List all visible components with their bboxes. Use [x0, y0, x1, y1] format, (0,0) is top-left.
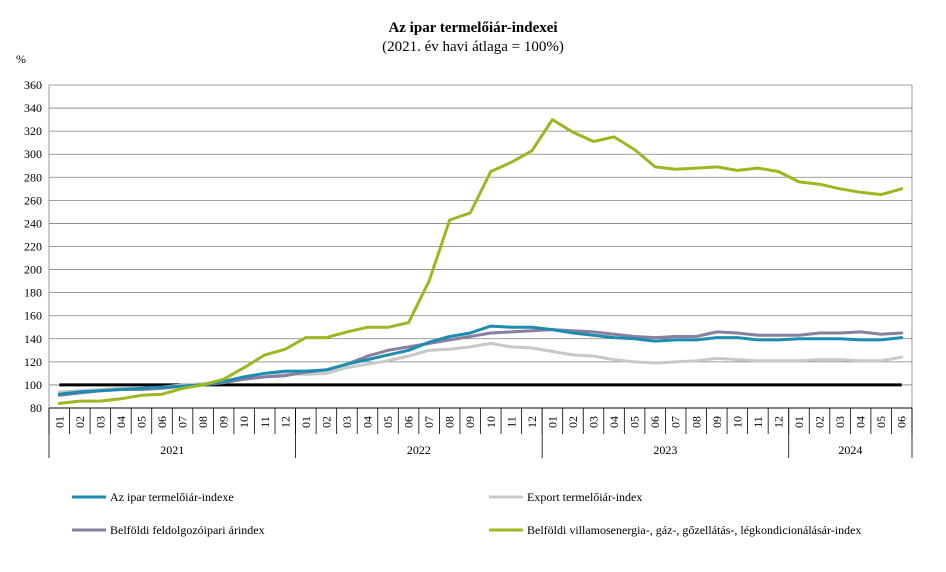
x-tick-label-month: 04: [854, 416, 868, 428]
x-tick-label-month: 05: [134, 416, 148, 428]
x-tick-label-month: 06: [402, 416, 416, 428]
y-tick-label-280: 280: [24, 170, 42, 184]
x-tick-label-month: 12: [278, 416, 292, 428]
x-tick-label-year: 2024: [838, 443, 862, 457]
x-tick-label-month: 06: [155, 416, 169, 428]
x-tick-label-month: 10: [484, 416, 498, 428]
legend-label-2: Az ipar termelőiár-indexe: [110, 490, 234, 504]
y-tick-label-320: 320: [24, 124, 42, 138]
x-tick-label-month: 09: [463, 416, 477, 428]
x-tick-label-month: 07: [422, 416, 436, 428]
y-axis-unit-label: %: [16, 52, 26, 66]
y-tick-label-340: 340: [24, 101, 42, 115]
x-tick-label-month: 02: [813, 416, 827, 428]
y-tick-label-220: 220: [24, 240, 42, 254]
y-tick-label-200: 200: [24, 263, 42, 277]
x-tick-label-month: 01: [52, 416, 66, 428]
x-tick-label-month: 11: [504, 416, 518, 428]
y-tick-label-240: 240: [24, 216, 42, 230]
x-tick-label-month: 12: [525, 416, 539, 428]
legend-label-3: Belföldi villamosenergia-, gáz-, gőzellá…: [527, 523, 861, 537]
y-tick-label-140: 140: [24, 332, 42, 346]
legend-label-0: Export termelőiár-index: [527, 490, 642, 504]
gridlines: [49, 84, 912, 409]
x-tick-label-month: 03: [587, 416, 601, 428]
y-axis-ticks: 80 100 120 140 160 180 200 220 240 260 280 300 320 34…: [24, 78, 42, 415]
x-tick-label-month: 03: [833, 416, 847, 428]
x-tick-label-month: 08: [443, 416, 457, 428]
x-tick-label-month: 03: [340, 416, 354, 428]
y-tick-label-180: 180: [24, 286, 42, 300]
series-line-3: [57, 118, 904, 405]
x-tick-label-year: 2023: [653, 443, 677, 457]
x-tick-label-month: 04: [114, 416, 128, 428]
chart-title: Az ipar termelőiár-indexei: [388, 20, 557, 36]
x-tick-label-month: 07: [669, 416, 683, 428]
x-tick-label-month: 09: [217, 416, 231, 428]
y-tick-label-360: 360: [24, 78, 42, 92]
x-tick-label-month: 10: [730, 416, 744, 428]
x-tick-label-month: 01: [545, 416, 559, 428]
x-tick-label-month: 07: [176, 416, 190, 428]
y-tick-label-80: 80: [30, 401, 42, 415]
x-axis-ticks: 01 02 03 04 05 06 07 08 09 10 11 12 01 02 03 04 05 06 07 08…: [48, 408, 913, 458]
x-tick-label-month: 01: [299, 416, 313, 428]
x-tick-label-month: 06: [895, 416, 909, 428]
x-tick-label-month: 02: [319, 416, 333, 428]
legend: Export termelőiár-index Belföldi feldolgo…: [72, 490, 861, 537]
y-tick-label-300: 300: [24, 147, 42, 161]
x-tick-label-month: 09: [710, 416, 724, 428]
x-tick-label-month: 05: [628, 416, 642, 428]
x-tick-label-month: 10: [237, 416, 251, 428]
y-tick-label-100: 100: [24, 378, 42, 392]
x-tick-label-month: 03: [93, 416, 107, 428]
chart-subtitle: (2021. év havi átlaga = 100%): [382, 39, 564, 55]
y-tick-label-160: 160: [24, 309, 42, 323]
y-tick-label-120: 120: [24, 355, 42, 369]
x-tick-label-month: 05: [874, 416, 888, 428]
x-tick-label-month: 08: [689, 416, 703, 428]
series-lines: [57, 118, 904, 405]
legend-label-1: Belföldi feldolgozóipari árindex: [110, 523, 265, 537]
x-tick-label-month: 01: [792, 416, 806, 428]
x-tick-label-month: 11: [258, 416, 272, 428]
x-tick-label-month: 12: [771, 416, 785, 428]
x-tick-label-year: 2022: [407, 443, 431, 457]
x-tick-label-month: 02: [566, 416, 580, 428]
x-tick-label-month: 06: [648, 416, 662, 428]
x-tick-label-month: 04: [607, 416, 621, 428]
x-tick-label-month: 05: [381, 416, 395, 428]
x-tick-label-month: 08: [196, 416, 210, 428]
x-tick-label-month: 04: [360, 416, 374, 428]
x-tick-label-month: 02: [73, 416, 87, 428]
x-tick-label-month: 11: [751, 416, 765, 428]
y-tick-label-260: 260: [24, 193, 42, 207]
x-tick-label-year: 2021: [160, 443, 184, 457]
